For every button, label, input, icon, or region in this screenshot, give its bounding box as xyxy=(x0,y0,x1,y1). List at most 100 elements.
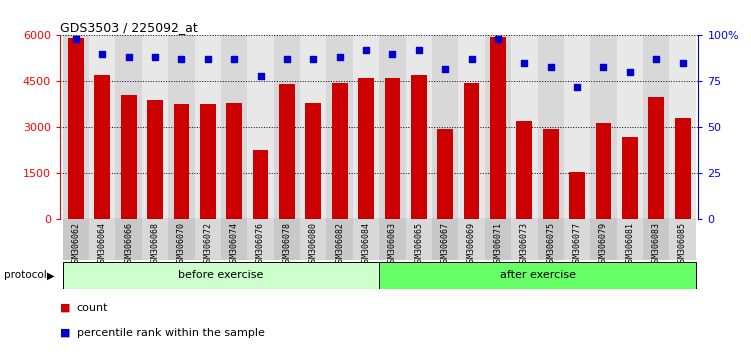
Bar xyxy=(116,35,142,219)
Point xyxy=(677,60,689,66)
Bar xyxy=(300,219,327,260)
Point xyxy=(439,66,451,72)
Bar xyxy=(622,137,638,219)
Bar xyxy=(617,219,643,260)
Bar xyxy=(385,78,400,219)
Bar xyxy=(590,219,617,260)
Point xyxy=(360,47,372,53)
Bar xyxy=(538,219,564,260)
Point xyxy=(307,57,319,62)
Text: GSM306075: GSM306075 xyxy=(546,222,555,267)
Text: GSM306083: GSM306083 xyxy=(652,222,661,267)
Text: GSM306070: GSM306070 xyxy=(177,222,186,267)
Text: GSM306085: GSM306085 xyxy=(678,222,687,267)
Bar xyxy=(63,35,89,219)
Bar xyxy=(379,219,406,260)
Point xyxy=(70,36,82,42)
Bar xyxy=(116,219,142,260)
Bar xyxy=(538,35,564,219)
Point xyxy=(255,73,267,79)
Text: GSM306066: GSM306066 xyxy=(124,222,133,267)
Bar xyxy=(274,35,300,219)
Text: GSM306084: GSM306084 xyxy=(361,222,370,267)
Point xyxy=(149,55,161,60)
Point xyxy=(96,51,108,57)
Bar xyxy=(432,35,458,219)
Point xyxy=(571,84,583,90)
Point xyxy=(650,57,662,62)
Bar xyxy=(353,219,379,260)
Point xyxy=(413,47,425,53)
Text: GSM306074: GSM306074 xyxy=(230,222,239,267)
Point xyxy=(466,57,478,62)
Bar xyxy=(543,129,559,219)
Point xyxy=(122,55,134,60)
Bar xyxy=(173,104,189,219)
Bar xyxy=(221,35,247,219)
Bar xyxy=(247,219,274,260)
Bar xyxy=(168,219,195,260)
Bar xyxy=(617,35,643,219)
Text: GSM306073: GSM306073 xyxy=(520,222,529,267)
Bar xyxy=(590,35,617,219)
Point xyxy=(176,57,188,62)
Bar xyxy=(353,35,379,219)
Text: ■: ■ xyxy=(60,303,74,313)
Bar xyxy=(63,219,89,260)
Bar xyxy=(95,75,110,219)
Text: GSM306079: GSM306079 xyxy=(599,222,608,267)
Bar xyxy=(226,103,242,219)
Bar xyxy=(327,219,353,260)
Text: GSM306064: GSM306064 xyxy=(98,222,107,267)
Bar xyxy=(484,35,511,219)
Bar xyxy=(458,219,484,260)
Bar xyxy=(432,219,458,260)
Text: ■: ■ xyxy=(60,328,74,338)
Bar xyxy=(463,83,479,219)
Bar xyxy=(332,83,348,219)
Bar xyxy=(247,35,274,219)
Point xyxy=(387,51,399,57)
Bar xyxy=(63,262,379,289)
Text: after exercise: after exercise xyxy=(499,270,575,280)
Bar xyxy=(437,129,453,219)
Bar xyxy=(279,85,295,219)
Bar xyxy=(195,219,221,260)
Bar xyxy=(195,35,221,219)
Text: GSM306063: GSM306063 xyxy=(388,222,397,267)
Bar xyxy=(569,172,585,219)
Text: ▶: ▶ xyxy=(47,270,55,280)
Bar xyxy=(411,75,427,219)
Text: GSM306067: GSM306067 xyxy=(441,222,450,267)
Text: GSM306072: GSM306072 xyxy=(204,222,213,267)
Bar xyxy=(142,219,168,260)
Bar xyxy=(300,35,327,219)
Bar xyxy=(596,123,611,219)
Bar xyxy=(200,104,216,219)
Bar xyxy=(147,100,163,219)
Point xyxy=(492,36,504,42)
Point xyxy=(518,60,530,66)
Text: protocol: protocol xyxy=(4,270,47,280)
Point xyxy=(228,57,240,62)
Point xyxy=(598,64,610,69)
Text: GSM306071: GSM306071 xyxy=(493,222,502,267)
Text: GSM306080: GSM306080 xyxy=(309,222,318,267)
Bar xyxy=(89,219,116,260)
Bar xyxy=(168,35,195,219)
Bar xyxy=(221,219,247,260)
Text: GSM306069: GSM306069 xyxy=(467,222,476,267)
Bar xyxy=(306,103,321,219)
Text: GSM306081: GSM306081 xyxy=(626,222,635,267)
Text: count: count xyxy=(77,303,108,313)
Point xyxy=(624,69,636,75)
Bar xyxy=(379,262,695,289)
Bar xyxy=(406,35,432,219)
Bar xyxy=(68,39,84,219)
Bar xyxy=(669,219,695,260)
Bar xyxy=(564,219,590,260)
Bar xyxy=(674,118,690,219)
Bar xyxy=(252,150,268,219)
Bar xyxy=(327,35,353,219)
Text: GSM306082: GSM306082 xyxy=(335,222,344,267)
